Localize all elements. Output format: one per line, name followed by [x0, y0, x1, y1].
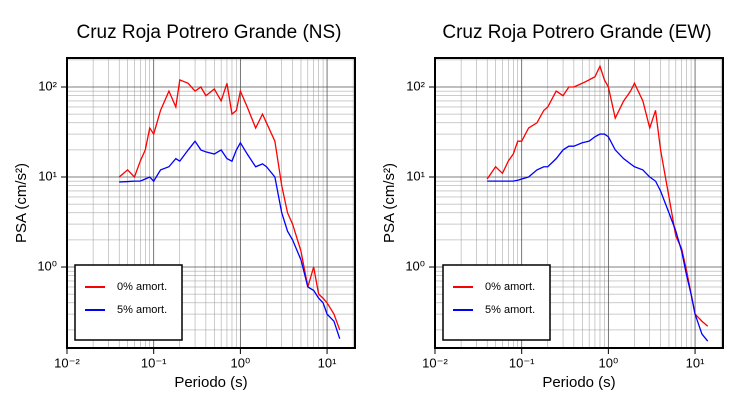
legend-box	[74, 264, 183, 341]
legend-label: 5% amort.	[485, 304, 535, 316]
x-tick-label: 10⁻¹	[141, 355, 167, 370]
y-axis-label: PSA (cm/s²)	[13, 163, 30, 243]
x-tick-label: 10¹	[686, 355, 705, 370]
plot-frame	[66, 57, 356, 349]
series-line	[487, 133, 709, 342]
x-axis-label: Periodo (s)	[542, 374, 615, 391]
plot-frame	[434, 57, 724, 349]
series-line	[119, 140, 341, 339]
y-tick-label: 10²	[38, 78, 57, 93]
x-tick-label: 10⁻²	[422, 355, 448, 370]
x-tick-label: 10⁰	[599, 355, 619, 370]
legend-box	[442, 264, 551, 341]
y-tick-label: 10¹	[38, 168, 57, 183]
x-tick-label: 10⁻²	[54, 355, 80, 370]
chart-title: Cruz Roja Potrero Grande (EW)	[442, 22, 711, 43]
legend-label: 0% amort.	[117, 281, 167, 293]
legend-label: 5% amort.	[117, 304, 167, 316]
y-tick-label: 10⁰	[405, 258, 425, 273]
legend-label: 0% amort.	[485, 281, 535, 293]
chart-title: Cruz Roja Potrero Grande (NS)	[76, 22, 341, 43]
x-axis-label: Periodo (s)	[174, 374, 247, 391]
y-tick-label: 10¹	[406, 168, 425, 183]
x-tick-label: 10¹	[318, 355, 337, 370]
series-line	[486, 64, 709, 327]
x-tick-label: 10⁰	[231, 355, 251, 370]
y-tick-label: 10²	[406, 78, 425, 93]
y-tick-label: 10⁰	[37, 258, 57, 273]
x-tick-label: 10⁻¹	[509, 355, 535, 370]
y-axis-label: PSA (cm/s²)	[381, 163, 398, 243]
